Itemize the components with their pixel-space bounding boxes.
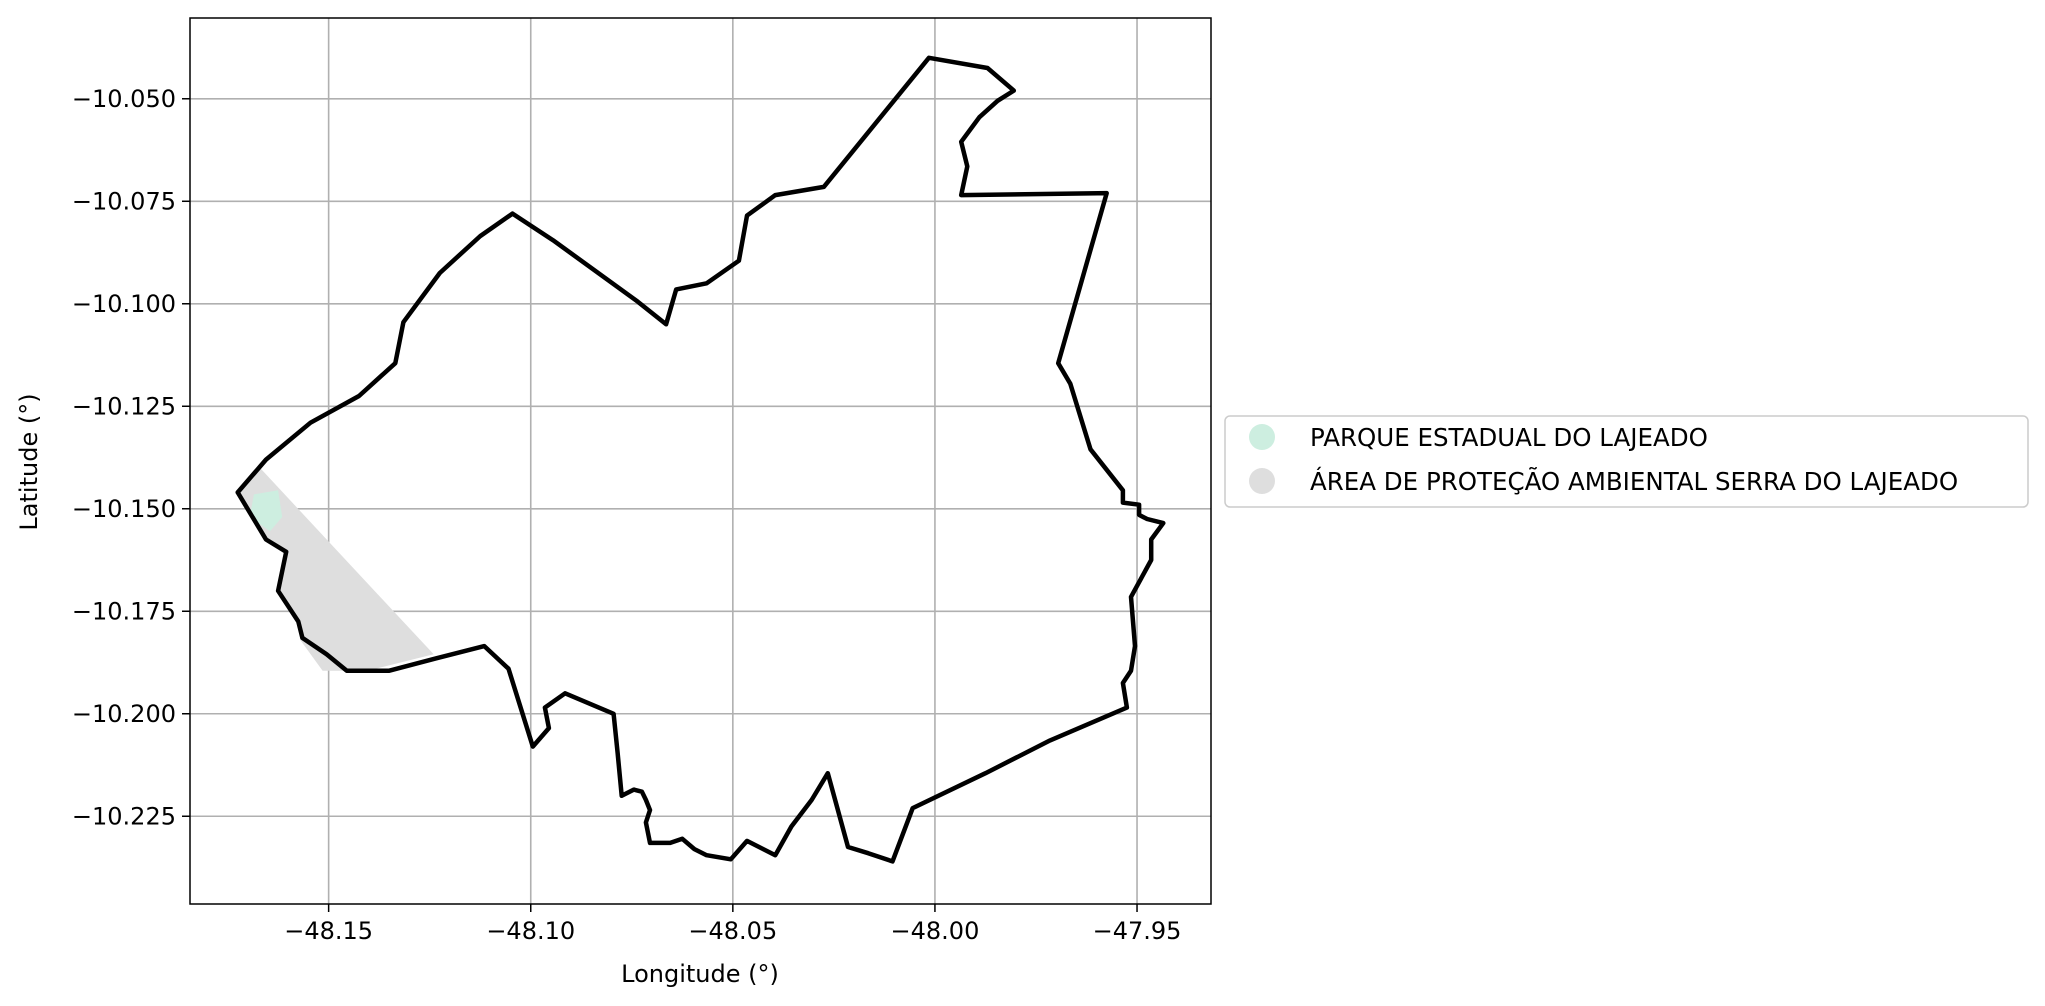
legend-label-apa: ÁREA DE PROTEÇÃO AMBIENTAL SERRA DO LAJE…	[1310, 466, 1958, 496]
x-axis-title: Longitude (°)	[621, 960, 779, 988]
legend-frame	[1224, 415, 2029, 508]
legend-marker-apa	[1249, 468, 1275, 494]
y-tick-label: −10.225	[72, 802, 176, 830]
protected-areas	[237, 467, 434, 671]
apa-serra-do-lajeado-area	[237, 467, 434, 671]
y-tick-label: −10.175	[72, 597, 176, 625]
x-tick-label: −48.15	[284, 917, 373, 945]
y-tick-label: −10.125	[72, 392, 176, 420]
x-tick-label: −48.00	[891, 917, 980, 945]
x-tick-label: −48.05	[688, 917, 777, 945]
y-tick-label: −10.100	[72, 290, 176, 318]
y-tick-label: −10.050	[72, 85, 176, 113]
parque-estadual-do-lajeado-area	[249, 490, 283, 532]
legend-label-park: PARQUE ESTADUAL DO LAJEADO	[1310, 423, 1708, 452]
legend-marker-park	[1249, 424, 1275, 450]
y-tick-label: −10.150	[72, 495, 176, 523]
y-tick-label: −10.075	[72, 187, 176, 215]
x-tick-label: −47.95	[1093, 917, 1182, 945]
x-axis-ticks: −48.15 −48.10 −48.05 −48.00 −47.95	[284, 904, 1181, 945]
boundary-outline	[235, 55, 1166, 864]
municipal-boundary	[235, 55, 1166, 864]
grid-lines	[190, 18, 1211, 904]
y-tick-label: −10.200	[72, 700, 176, 728]
plot-frame	[189, 17, 1212, 905]
y-axis-title: Latitude (°)	[15, 393, 43, 530]
x-tick-label: −48.10	[486, 917, 575, 945]
legend: PARQUE ESTADUAL DO LAJEADO ÁREA DE PROTE…	[1224, 415, 2029, 508]
y-axis-ticks: −10.050 −10.075 −10.100 −10.125 −10.150 −10.1…	[72, 85, 190, 830]
